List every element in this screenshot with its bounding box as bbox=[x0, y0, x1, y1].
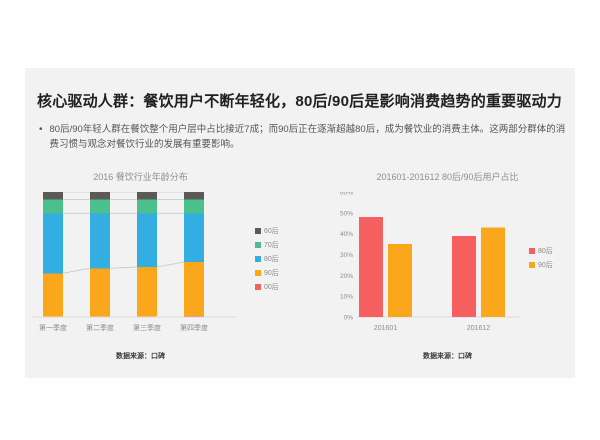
bar-segment-70后 bbox=[184, 199, 204, 214]
legend-label: 70后 bbox=[264, 242, 279, 249]
legend-swatch bbox=[255, 228, 261, 234]
bullet-item: • 80后/90年轻人群在餐饮整个用户层中占比接近7成；而90后正在逐渐超越80… bbox=[39, 122, 567, 152]
bar-segment-90后 bbox=[137, 267, 157, 317]
bar-segment-80后 bbox=[43, 213, 63, 274]
chart-title: 2016 餐饮行业年龄分布 bbox=[93, 172, 188, 182]
category-label: 第一季度 bbox=[39, 323, 67, 332]
legend-item: 60后 bbox=[255, 226, 279, 236]
chart-legend: 80后 90后 bbox=[529, 246, 553, 270]
y-tick-label: 60% bbox=[340, 192, 353, 197]
bar-segment-80后 bbox=[137, 213, 157, 267]
chart-legend: 60后 70后 80后 90后 00后 bbox=[255, 226, 279, 292]
legend-label: 60后 bbox=[264, 228, 279, 235]
bar-segment-00后 bbox=[184, 315, 204, 317]
category-label: 201612 bbox=[467, 325, 490, 332]
legend-item: 90后 bbox=[529, 260, 553, 270]
legend-item: 90后 bbox=[255, 268, 279, 278]
y-tick-label: 20% bbox=[340, 273, 353, 280]
y-tick-label: 30% bbox=[340, 252, 353, 259]
bar-segment-80后 bbox=[184, 213, 204, 262]
y-tick-label: 50% bbox=[340, 210, 353, 217]
bar-segment-90后 bbox=[184, 262, 204, 316]
bar-segment-60后 bbox=[90, 192, 110, 200]
data-source-caption: 数据来源：口碑 bbox=[116, 353, 165, 360]
connector-line bbox=[109, 266, 138, 269]
bar-90后 bbox=[388, 244, 412, 317]
bar-segment-90后 bbox=[90, 268, 110, 317]
bar-segment-70后 bbox=[137, 199, 157, 214]
bullet-marker: • bbox=[39, 124, 43, 135]
bar-segment-60后 bbox=[43, 192, 63, 200]
category-label: 201601 bbox=[374, 325, 397, 332]
y-tick-label: 40% bbox=[340, 231, 353, 238]
legend-item: 80后 bbox=[255, 254, 279, 264]
bar-segment-60后 bbox=[184, 192, 204, 200]
stacked-bar-chart: 第一季度 第二季度 第三季度 第四季度 bbox=[33, 192, 237, 332]
legend-swatch bbox=[255, 256, 261, 262]
legend-label: 90后 bbox=[264, 270, 279, 277]
chart-canvas: 第一季度 第二季度 第三季度 第四季度 60后 70后 80后 90后 00后 bbox=[33, 192, 295, 337]
bar-segment-80后 bbox=[90, 213, 110, 269]
legend-swatch bbox=[255, 284, 261, 290]
legend-label: 00后 bbox=[264, 284, 279, 291]
bar-90后 bbox=[481, 227, 505, 317]
chart-title: 201601-201612 80后/90后用户占比 bbox=[376, 172, 519, 182]
bar-80后 bbox=[359, 217, 383, 317]
legend-swatch bbox=[529, 248, 535, 254]
bullet-text: 80后/90年轻人群在餐饮整个用户层中占比接近7成；而90后正在逐渐超越80后，… bbox=[49, 124, 566, 150]
legend-label: 80后 bbox=[538, 248, 553, 255]
chart-canvas: 0% 10% 20% 30% 40% 50% 60% 201601 201612 80后 90后 bbox=[325, 192, 570, 337]
category-label: 第二季度 bbox=[86, 323, 114, 332]
bar-segment-90后 bbox=[43, 273, 63, 317]
content-panel: 核心驱动人群：餐饮用户不断年轻化，80后/90后是影响消费趋势的重要驱动力 • … bbox=[25, 68, 575, 378]
legend-item: 70后 bbox=[255, 240, 279, 250]
connector-line bbox=[156, 261, 185, 268]
slide-title: 核心驱动人群：餐饮用户不断年轻化，80后/90后是影响消费趋势的重要驱动力 bbox=[37, 93, 562, 111]
data-source-caption: 数据来源：口碑 bbox=[423, 353, 472, 360]
legend-label: 80后 bbox=[264, 256, 279, 263]
legend-swatch bbox=[255, 270, 261, 276]
grouped-bar-chart: 0% 10% 20% 30% 40% 50% 60% 201601 201612 bbox=[340, 192, 521, 332]
y-tick-label: 10% bbox=[340, 294, 353, 301]
legend-item: 00后 bbox=[255, 282, 279, 292]
legend-swatch bbox=[255, 242, 261, 248]
bar-80后 bbox=[452, 235, 476, 317]
chart-user-share: 201601-201612 80后/90后用户占比 0% 10% 20% 30% 40%… bbox=[325, 170, 570, 361]
category-label: 第三季度 bbox=[133, 323, 161, 332]
legend-item: 80后 bbox=[529, 246, 553, 256]
legend-swatch bbox=[529, 262, 535, 268]
chart-age-distribution: 2016 餐饮行业年龄分布 第一季度 第二季度 第三季度 第四季度 60后 70后 80后… bbox=[33, 170, 295, 361]
legend-label: 90后 bbox=[538, 262, 553, 269]
connector-line bbox=[62, 267, 91, 274]
bar-segment-60后 bbox=[137, 192, 157, 200]
y-tick-label: 0% bbox=[344, 315, 354, 322]
category-label: 第四季度 bbox=[180, 323, 208, 332]
bar-segment-70后 bbox=[43, 199, 63, 214]
bar-segment-70后 bbox=[90, 199, 110, 214]
